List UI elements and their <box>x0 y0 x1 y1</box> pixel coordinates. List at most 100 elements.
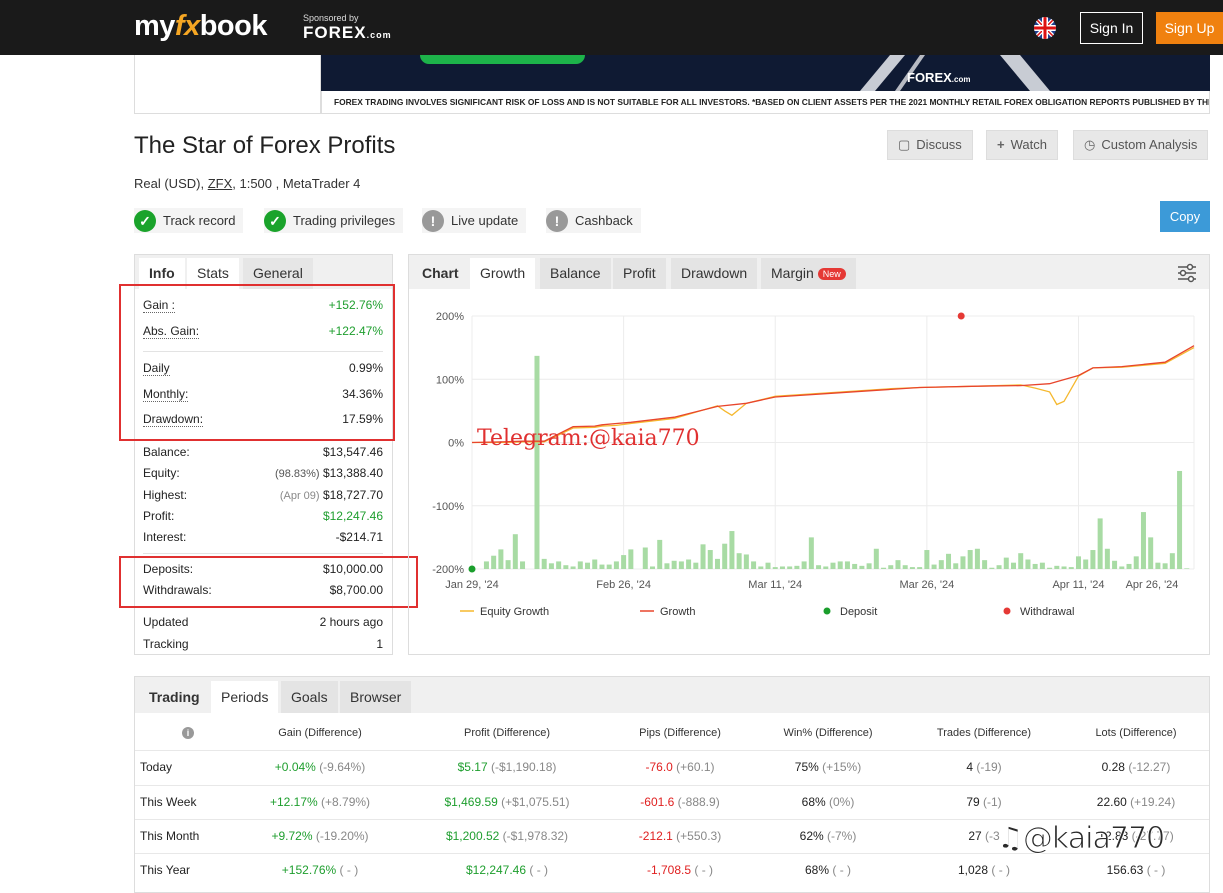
tab-drawdown[interactable]: Drawdown <box>671 258 758 289</box>
trading-label: Trading <box>149 689 200 705</box>
copy-button[interactable]: Copy <box>1160 201 1210 232</box>
column-header[interactable]: Win% (Difference) <box>783 727 873 739</box>
tab-browser[interactable]: Browser <box>340 681 412 713</box>
daily-bar <box>808 537 814 569</box>
column-header[interactable]: Trades (Difference) <box>936 727 1032 739</box>
daily-bar <box>765 562 771 569</box>
daily-bar <box>1097 518 1103 569</box>
x-tick-label: Jan 29, '24 <box>445 579 498 591</box>
deposit-point[interactable] <box>468 565 476 573</box>
daily-bar <box>1003 557 1009 569</box>
uk-flag-icon[interactable] <box>1034 17 1056 39</box>
column-header[interactable]: Gain (Difference) <box>278 727 362 739</box>
table-cell: +9.72% (-19.20%) <box>271 829 369 843</box>
tab-profit[interactable]: Profit <box>613 258 666 289</box>
column-header[interactable]: Lots (Difference) <box>1095 727 1177 739</box>
tab-margin[interactable]: Margin New <box>761 258 856 289</box>
check-icon: ✓ <box>134 209 156 232</box>
discuss-button[interactable]: ▢ Discuss <box>887 130 973 160</box>
trading-privileges-badge[interactable]: ✓ Trading privileges <box>264 208 404 233</box>
watch-button[interactable]: + Watch <box>986 130 1058 160</box>
daily-bar <box>902 565 908 569</box>
risk-disclaimer: FOREX TRADING INVOLVES SIGNIFICANT RISK … <box>321 91 1210 114</box>
custom-analysis-button[interactable]: ◷ Custom Analysis <box>1073 130 1209 160</box>
deposits-row: Deposits: $10,000.00 <box>143 562 383 576</box>
info-icon[interactable]: i <box>182 727 194 739</box>
daily-bar <box>895 560 901 569</box>
daily-bar <box>606 564 612 569</box>
legend-label[interactable]: Deposit <box>840 606 877 618</box>
daily-bar <box>686 559 692 569</box>
sign-in-button[interactable]: Sign In <box>1080 12 1143 44</box>
row-divider <box>135 853 1209 854</box>
daily-bar <box>563 565 569 569</box>
daily-bar <box>953 563 959 569</box>
withdrawals-row: Withdrawals: $8,700.00 <box>143 583 383 597</box>
daily-bar <box>599 564 605 569</box>
column-header[interactable]: Profit (Difference) <box>464 727 550 739</box>
daily-bar <box>1090 550 1096 569</box>
equity-row: Equity: (98.83%) $13,388.40 <box>143 466 383 480</box>
daily-bar <box>650 566 655 569</box>
daily-bar <box>946 553 952 569</box>
table-cell: -601.6 (-888.9) <box>640 795 720 809</box>
daily-bar <box>931 564 937 569</box>
withdrawal-point[interactable] <box>957 312 965 320</box>
tab-general[interactable]: General <box>243 258 313 289</box>
plus-icon: + <box>997 137 1005 152</box>
row-divider <box>135 750 1209 751</box>
divider <box>143 351 383 352</box>
daily-bar <box>483 561 489 569</box>
legend-label[interactable]: Withdrawal <box>1020 606 1074 618</box>
chart-panel <box>408 254 1210 655</box>
new-badge: New <box>817 267 846 280</box>
daily-bar <box>794 565 800 569</box>
banner-cta-button[interactable] <box>420 55 585 64</box>
chart-settings-icon[interactable] <box>1176 262 1198 284</box>
column-header[interactable]: Pips (Difference) <box>639 727 721 739</box>
daily-bar <box>671 560 677 569</box>
tab-growth[interactable]: Growth <box>470 258 536 289</box>
broker-link[interactable]: ZFX <box>207 176 233 191</box>
daily-bar <box>1162 563 1168 569</box>
comment-icon: ▢ <box>898 137 911 152</box>
period-label: This Month <box>140 829 200 843</box>
drawdown-row: Drawdown: 17.59% <box>143 412 383 427</box>
legend-label[interactable]: Growth <box>660 606 695 618</box>
track-record-badge[interactable]: ✓ Track record <box>134 208 244 233</box>
table-cell: $1,200.52 (-$1,978.32) <box>445 829 569 843</box>
daily-bar <box>628 549 634 569</box>
daily-bar <box>852 563 858 569</box>
tab-goals[interactable]: Goals <box>281 681 338 713</box>
sponsor-logo[interactable]: FOREX.com <box>303 23 392 42</box>
tab-periods[interactable]: Periods <box>211 681 279 713</box>
daily-bar <box>751 561 757 569</box>
daily-bar <box>1155 562 1161 569</box>
table-cell: 12.83 (-27.77) <box>1098 829 1174 843</box>
x-tick-label: Apr 26, '24 <box>1126 579 1179 591</box>
y-tick-label: 0% <box>448 438 464 450</box>
growth-chart[interactable]: 200% 100% 0% -100% -200% Jan 29, '24 Feb 26, … <box>408 290 1210 630</box>
daily-bar <box>772 567 778 569</box>
tab-balance[interactable]: Balance <box>540 258 611 289</box>
legend-label[interactable]: Equity Growth <box>480 606 549 618</box>
daily-bar <box>621 555 627 569</box>
tab-stats[interactable]: Stats <box>187 258 239 289</box>
daily-bar <box>570 566 576 569</box>
page-title: The Star of Forex Profits <box>134 132 396 159</box>
sign-up-button[interactable]: Sign Up <box>1156 12 1223 44</box>
tab-info[interactable]: Info <box>139 258 185 289</box>
daily-bar <box>505 560 511 569</box>
daily-bar <box>714 558 720 569</box>
daily-bar <box>1104 548 1110 569</box>
daily-bar <box>613 561 619 569</box>
daily-bar <box>678 561 684 569</box>
live-update-badge[interactable]: ! Live update <box>422 208 527 233</box>
cashback-badge[interactable]: ! Cashback <box>546 208 641 233</box>
row-divider <box>135 819 1209 820</box>
y-tick-label: 100% <box>436 374 464 386</box>
daily-bar <box>859 565 865 569</box>
equity-growth-line <box>472 347 1195 444</box>
table-cell: 75% (+15%) <box>794 760 862 774</box>
myfxbook-logo[interactable]: myfxbook <box>134 10 268 42</box>
